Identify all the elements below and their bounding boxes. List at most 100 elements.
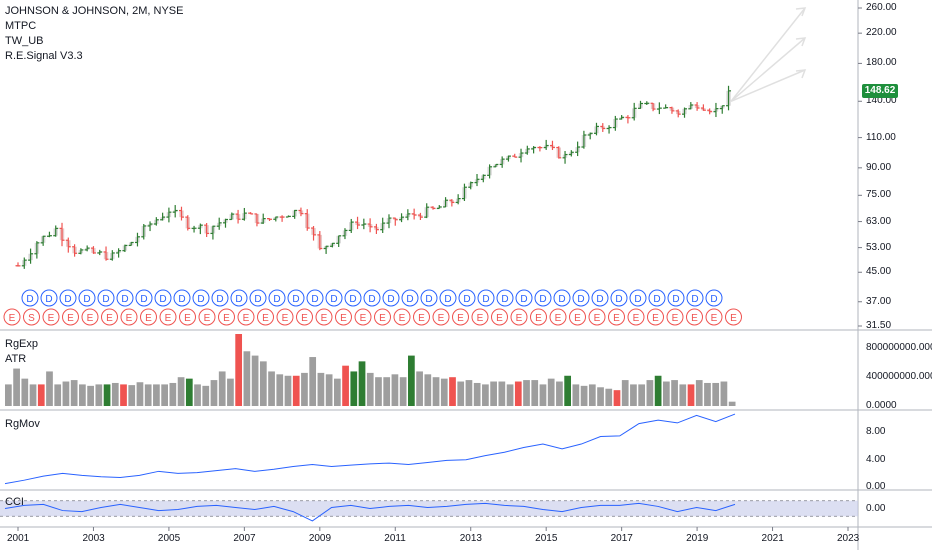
rgexp-bar [638, 384, 646, 406]
earnings-marker [120, 308, 138, 326]
earnings-marker-letter: E [67, 313, 74, 324]
dividend-marker [40, 289, 58, 307]
projection-arrow-head [795, 7, 807, 17]
projection-arrow-head [795, 37, 807, 47]
dividend-marker-letter: D [387, 294, 394, 305]
rgexp-tick-label: 400000000.0000 [866, 371, 932, 383]
dividend-marker [230, 289, 248, 307]
rgexp-bar [375, 377, 382, 406]
plot-bg [0, 0, 858, 527]
dividend-marker [363, 289, 381, 307]
earnings-marker [413, 308, 430, 326]
pane-label-rgmov[interactable]: RgMov [5, 418, 40, 430]
dividend-marker [306, 289, 324, 307]
earnings-marker-letter: E [282, 313, 289, 324]
earnings-marker [549, 308, 567, 326]
dividend-marker-letter: D [634, 294, 641, 305]
earnings-marker-letter: E [204, 313, 211, 324]
rgmov-tick-label: 4.00 [866, 453, 886, 465]
rgexp-bar [70, 380, 78, 406]
rgexp-bar [325, 374, 333, 406]
earnings-marker [81, 308, 99, 326]
earnings-marker-letter: E [145, 313, 152, 324]
rgexp-bar [457, 381, 465, 406]
dividend-marker [610, 289, 628, 307]
dividend-marker [496, 289, 514, 307]
earnings-marker [335, 308, 352, 326]
earnings-marker [354, 308, 372, 326]
dividend-marker [287, 289, 305, 307]
x-tick-label: 2015 [535, 533, 558, 544]
pane-label-rgexp[interactable]: RgExp [5, 338, 39, 350]
x-tick-label: 2021 [761, 533, 784, 544]
x-tick-label: 2013 [459, 533, 482, 544]
x-tick-label: 2005 [157, 533, 181, 544]
earnings-marker [666, 308, 684, 326]
rgexp-bar [646, 380, 654, 406]
earnings-marker-letter: E [321, 313, 328, 324]
earnings-marker [510, 308, 528, 326]
x-tick-label: 2017 [610, 533, 633, 544]
rgexp-bar [654, 375, 662, 406]
indicator-tw-ub[interactable]: TW_UB [5, 35, 44, 47]
cci-series [4, 502, 736, 522]
earnings-marker [432, 308, 450, 326]
rgexp-bar [128, 385, 136, 406]
earnings-marker-letter: E [496, 313, 503, 324]
rgexp-bar [449, 377, 456, 406]
dividend-marker [344, 289, 362, 307]
dividend-marker-letter: D [368, 294, 375, 305]
rgexp-bar [342, 365, 349, 406]
rgmov-tick-label: 0.00 [866, 481, 886, 492]
price-tick-label: 180.00 [866, 57, 897, 69]
dividend-marker [648, 289, 666, 307]
rgexp-bar [580, 385, 588, 406]
dividend-marker-letter: D [140, 294, 147, 305]
earnings-marker [725, 308, 742, 326]
dividend-marker [667, 289, 685, 307]
rgexp-bar [350, 371, 358, 406]
dividend-marker [135, 289, 153, 307]
rgexp-bar [399, 377, 407, 406]
rgexp-bar [144, 384, 152, 406]
pane-label-atr[interactable]: ATR [5, 353, 27, 365]
earnings-marker-letter: E [711, 313, 718, 324]
price-tick-label: 220.00 [866, 27, 897, 39]
rgexp-bar [720, 381, 728, 406]
dividend-marker-letter: D [216, 294, 223, 305]
dividend-marker [21, 289, 39, 307]
earnings-marker [315, 308, 333, 326]
indicator-re-signal[interactable]: R.E.Signal V3.3 [5, 50, 83, 62]
dividend-marker [78, 289, 96, 307]
indicator-mtpc[interactable]: MTPC [5, 20, 37, 32]
earnings-marker [374, 308, 391, 326]
earnings-marker [705, 308, 723, 326]
rgmov-tick-label: 8.00 [866, 426, 886, 438]
earnings-marker [218, 308, 235, 326]
rgexp-bar [227, 378, 234, 406]
earnings-marker [393, 308, 411, 326]
earnings-marker-letter: E [48, 313, 55, 324]
dividend-marker [192, 289, 210, 307]
price-tick-label: 63.00 [866, 215, 892, 227]
rgexp-bar [185, 378, 193, 406]
cci-band-fill [0, 500, 858, 517]
rgexp-bar [37, 384, 45, 406]
earnings-marker [237, 308, 255, 326]
earnings-marker-letter: E [87, 313, 94, 324]
rgexp-bar [276, 374, 284, 406]
earnings-marker-letter: E [516, 313, 523, 324]
rgexp-bar [284, 375, 292, 406]
dividend-marker [420, 289, 438, 307]
rgexp-bar [424, 374, 432, 406]
pane-label-cci[interactable]: CCI [5, 496, 24, 508]
price-tick-label: 260.00 [866, 2, 897, 13]
dividend-marker-letter: D [330, 294, 337, 305]
rgexp-bar [572, 384, 580, 406]
rgexp-bar [556, 381, 563, 406]
rgexp-bar [473, 382, 481, 406]
earnings-marker-letter: E [633, 313, 640, 324]
